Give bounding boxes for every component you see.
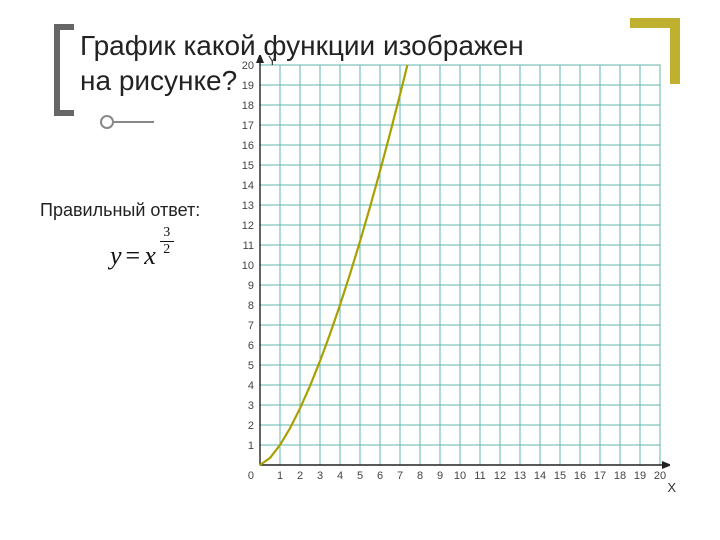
- title-bracket-decor: [54, 24, 74, 116]
- svg-text:13: 13: [514, 470, 526, 482]
- svg-text:18: 18: [614, 470, 626, 482]
- svg-text:17: 17: [242, 120, 254, 132]
- svg-text:8: 8: [417, 470, 423, 482]
- svg-text:20: 20: [654, 470, 666, 482]
- title-bullet-line: [114, 121, 154, 123]
- svg-text:9: 9: [248, 280, 254, 292]
- svg-text:10: 10: [242, 260, 254, 272]
- svg-text:12: 12: [242, 220, 254, 232]
- title-line-2: на рисунке?: [80, 65, 237, 96]
- y-axis-label: Y: [268, 53, 277, 68]
- svg-text:1: 1: [248, 440, 254, 452]
- svg-text:6: 6: [377, 470, 383, 482]
- svg-text:2: 2: [297, 470, 303, 482]
- svg-text:2: 2: [248, 420, 254, 432]
- svg-text:0: 0: [248, 470, 254, 482]
- answer-formula: y = x 3 2: [110, 240, 174, 271]
- svg-text:1: 1: [277, 470, 283, 482]
- formula-x: x: [144, 241, 156, 271]
- svg-text:14: 14: [242, 180, 254, 192]
- formula-exp-num: 3: [163, 226, 170, 240]
- svg-text:19: 19: [634, 470, 646, 482]
- svg-text:11: 11: [243, 240, 254, 252]
- svg-text:10: 10: [454, 470, 466, 482]
- formula-exp-den: 2: [163, 243, 170, 257]
- svg-text:16: 16: [574, 470, 586, 482]
- svg-text:3: 3: [248, 400, 254, 412]
- svg-text:20: 20: [242, 60, 254, 72]
- svg-text:15: 15: [554, 470, 566, 482]
- svg-text:12: 12: [494, 470, 506, 482]
- svg-text:5: 5: [357, 470, 363, 482]
- svg-text:15: 15: [242, 160, 254, 172]
- svg-text:9: 9: [437, 470, 443, 482]
- svg-text:8: 8: [248, 300, 254, 312]
- formula-eq: =: [126, 241, 141, 271]
- formula-exponent: 3 2: [160, 226, 174, 257]
- svg-text:4: 4: [337, 470, 343, 482]
- formula-y: y: [110, 241, 122, 271]
- svg-text:3: 3: [317, 470, 323, 482]
- chart-svg: 1234567891011121314151617181920123456789…: [230, 55, 670, 505]
- svg-text:7: 7: [248, 320, 254, 332]
- svg-text:11: 11: [474, 470, 485, 482]
- x-axis-label: X: [667, 480, 676, 495]
- svg-text:13: 13: [242, 200, 254, 212]
- svg-text:16: 16: [242, 140, 254, 152]
- title-bullet: [100, 115, 114, 129]
- svg-text:4: 4: [248, 380, 254, 392]
- svg-text:5: 5: [248, 360, 254, 372]
- svg-text:18: 18: [242, 100, 254, 112]
- answer-label: Правильный ответ:: [40, 200, 200, 221]
- svg-text:14: 14: [534, 470, 546, 482]
- chart-container: Y X 123456789101112131415161718192012345…: [230, 55, 670, 505]
- svg-text:19: 19: [242, 80, 254, 92]
- svg-text:6: 6: [248, 340, 254, 352]
- svg-text:7: 7: [397, 470, 403, 482]
- svg-text:17: 17: [594, 470, 606, 482]
